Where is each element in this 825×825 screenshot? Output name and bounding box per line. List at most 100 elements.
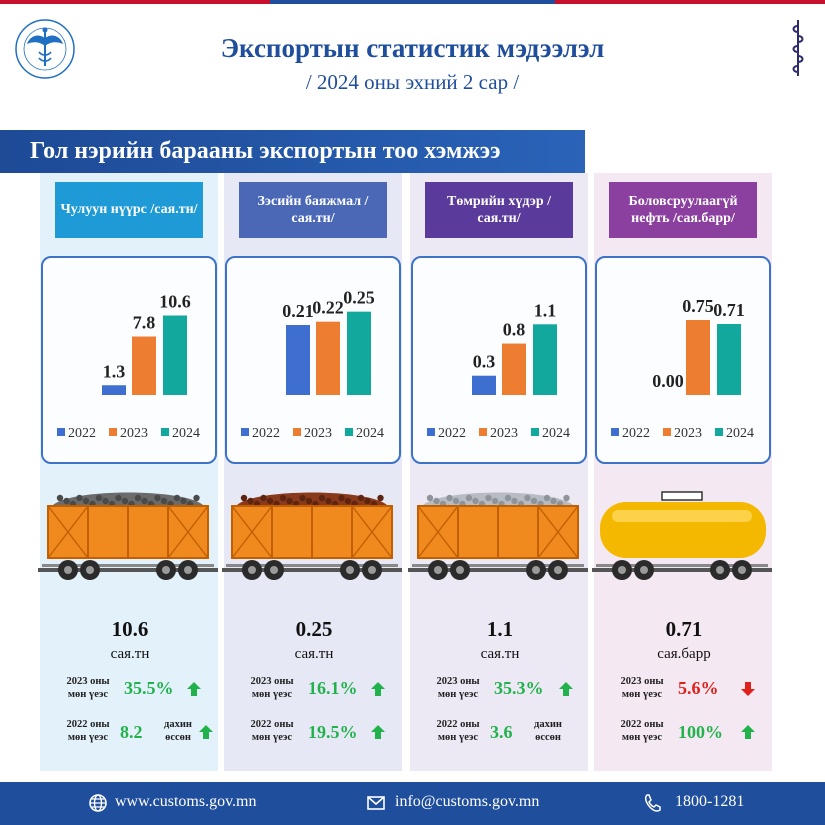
bar-value-label: 1.1: [534, 300, 557, 320]
legend-label: 2024: [542, 426, 570, 441]
bar-2022: [102, 385, 126, 395]
legend-swatch: [241, 428, 249, 436]
arrow-up-icon: [741, 725, 755, 739]
mongolian-script-icon: [792, 20, 804, 76]
legend-swatch: [715, 428, 723, 436]
freight-wagon-icon: [222, 492, 402, 580]
legend-swatch: [427, 428, 435, 436]
bar-value-label: 10.6: [159, 292, 191, 312]
footer-bar: [0, 782, 825, 825]
tank-wagon-icon: [592, 491, 772, 580]
page-subtitle: / 2024 оны эхний 2 сар /: [305, 70, 520, 94]
legend-swatch: [531, 428, 539, 436]
growth-multiplier-label: дахин өссөн: [534, 719, 562, 743]
footer-email-link[interactable]: info@customs.gov.mn: [395, 793, 540, 810]
export-volume-unit: сая.тн: [480, 646, 520, 662]
footer-phone[interactable]: 1800-1281: [675, 793, 745, 810]
export-volume-value: 0.71: [665, 617, 703, 641]
compare-2023-value: 5.6%: [678, 678, 719, 698]
globe-icon: [89, 794, 107, 812]
compare-2023-label: 2023 оны мөн үеэс: [66, 676, 110, 700]
legend-label: 2024: [172, 426, 200, 441]
legend-label: 2022: [252, 426, 280, 441]
bar-value-label: 0.22: [312, 298, 344, 318]
bar-2023: [132, 336, 156, 395]
arrow-down-icon: [741, 682, 755, 696]
bar-chart: 0.21 0.22 0.25 2022 2023 2024: [225, 256, 401, 464]
product-label: Зэсийн баяжмал /сая.тн/: [239, 182, 387, 238]
growth-multiplier-label: дахин өссөн: [164, 719, 192, 743]
page-title: Экспортын статистик мэдээлэл: [220, 33, 605, 63]
bar-2024: [163, 315, 187, 395]
legend-swatch: [611, 428, 619, 436]
bar-2023: [686, 320, 710, 395]
compare-2022-value: 8.2: [120, 722, 143, 742]
legend-swatch: [479, 428, 487, 436]
compare-2022-label: 2022 оны мөн үеэс: [250, 719, 294, 743]
legend-label: 2023: [674, 426, 702, 441]
bar-chart: 1.3 7.8 10.6 2022 2023 2024: [41, 256, 217, 464]
customs-logo-icon: [15, 19, 75, 79]
legend-label: 2023: [304, 426, 332, 441]
compare-2023-label: 2023 оны мөн үеэс: [250, 676, 294, 700]
bar-2024: [347, 311, 371, 395]
legend-label: 2024: [356, 426, 384, 441]
section-title: Гол нэрийн барааны экспортын тоо хэмжээ: [30, 138, 501, 164]
compare-2022-value: 19.5%: [308, 722, 358, 742]
email-icon: [367, 796, 385, 810]
bar-chart: 0.00 0.75 0.71 2022 2023 2024: [595, 256, 771, 464]
product-label: Боловсруулаагүй нефть /сая.барр/: [609, 182, 757, 238]
bar-value-label: 0.8: [503, 320, 526, 340]
bar-2023: [502, 343, 526, 395]
compare-2022-value: 3.6: [490, 722, 513, 742]
legend-swatch: [161, 428, 169, 436]
export-volume-value: 10.6: [111, 617, 149, 641]
arrow-up-icon: [371, 725, 385, 739]
export-volume-unit: сая.барр: [657, 646, 711, 662]
bar-value-label: 0.25: [343, 288, 375, 308]
arrow-up-icon: [371, 682, 385, 696]
legend-swatch: [345, 428, 353, 436]
footer-website-link[interactable]: www.customs.gov.mn: [115, 793, 257, 810]
freight-wagon-icon: [38, 492, 218, 580]
bar-value-label: 0.00: [652, 371, 684, 391]
legend-swatch: [57, 428, 65, 436]
legend-swatch: [663, 428, 671, 436]
compare-2023-value: 35.5%: [124, 678, 174, 698]
legend-label: 2022: [68, 426, 96, 441]
compare-2022-label: 2022 оны мөн үеэс: [436, 719, 480, 743]
bar-value-label: 0.71: [713, 300, 745, 320]
legend-label: 2022: [622, 426, 650, 441]
compare-2022-label: 2022 оны мөн үеэс: [620, 719, 664, 743]
bar-2022: [472, 375, 496, 395]
compare-2022-value: 100%: [678, 722, 723, 742]
export-volume-unit: сая.тн: [110, 646, 150, 662]
phone-icon: [644, 794, 661, 812]
bar-chart: 0.3 0.8 1.1 2022 2023 2024: [411, 256, 587, 464]
export-volume-unit: сая.тн: [294, 646, 334, 662]
compare-2023-value: 16.1%: [308, 678, 358, 698]
compare-2023-label: 2023 оны мөн үеэс: [436, 676, 480, 700]
compare-2023-value: 35.3%: [494, 678, 544, 698]
top-stripe: [0, 0, 825, 4]
compare-2022-label: 2022 оны мөн үеэс: [66, 719, 110, 743]
arrow-up-icon: [199, 725, 213, 739]
arrow-up-icon: [559, 682, 573, 696]
bar-2022: [286, 325, 310, 395]
legend-label: 2022: [438, 426, 466, 441]
legend-label: 2023: [490, 426, 518, 441]
bar-2024: [533, 324, 557, 395]
section-banner: [0, 130, 585, 173]
legend-label: 2024: [726, 426, 754, 441]
bar-value-label: 7.8: [133, 313, 156, 333]
bar-value-label: 0.75: [682, 296, 714, 316]
product-label: Чулуун нүүрс /сая.тн/: [55, 182, 203, 238]
legend-label: 2023: [120, 426, 148, 441]
export-volume-value: 0.25: [295, 617, 333, 641]
legend-swatch: [109, 428, 117, 436]
arrow-up-icon: [187, 682, 201, 696]
freight-wagon-icon: [408, 492, 588, 580]
bar-2024: [717, 324, 741, 395]
bar-value-label: 1.3: [103, 361, 126, 381]
product-label: Төмрийн хүдэр /сая.тн/: [425, 182, 573, 238]
